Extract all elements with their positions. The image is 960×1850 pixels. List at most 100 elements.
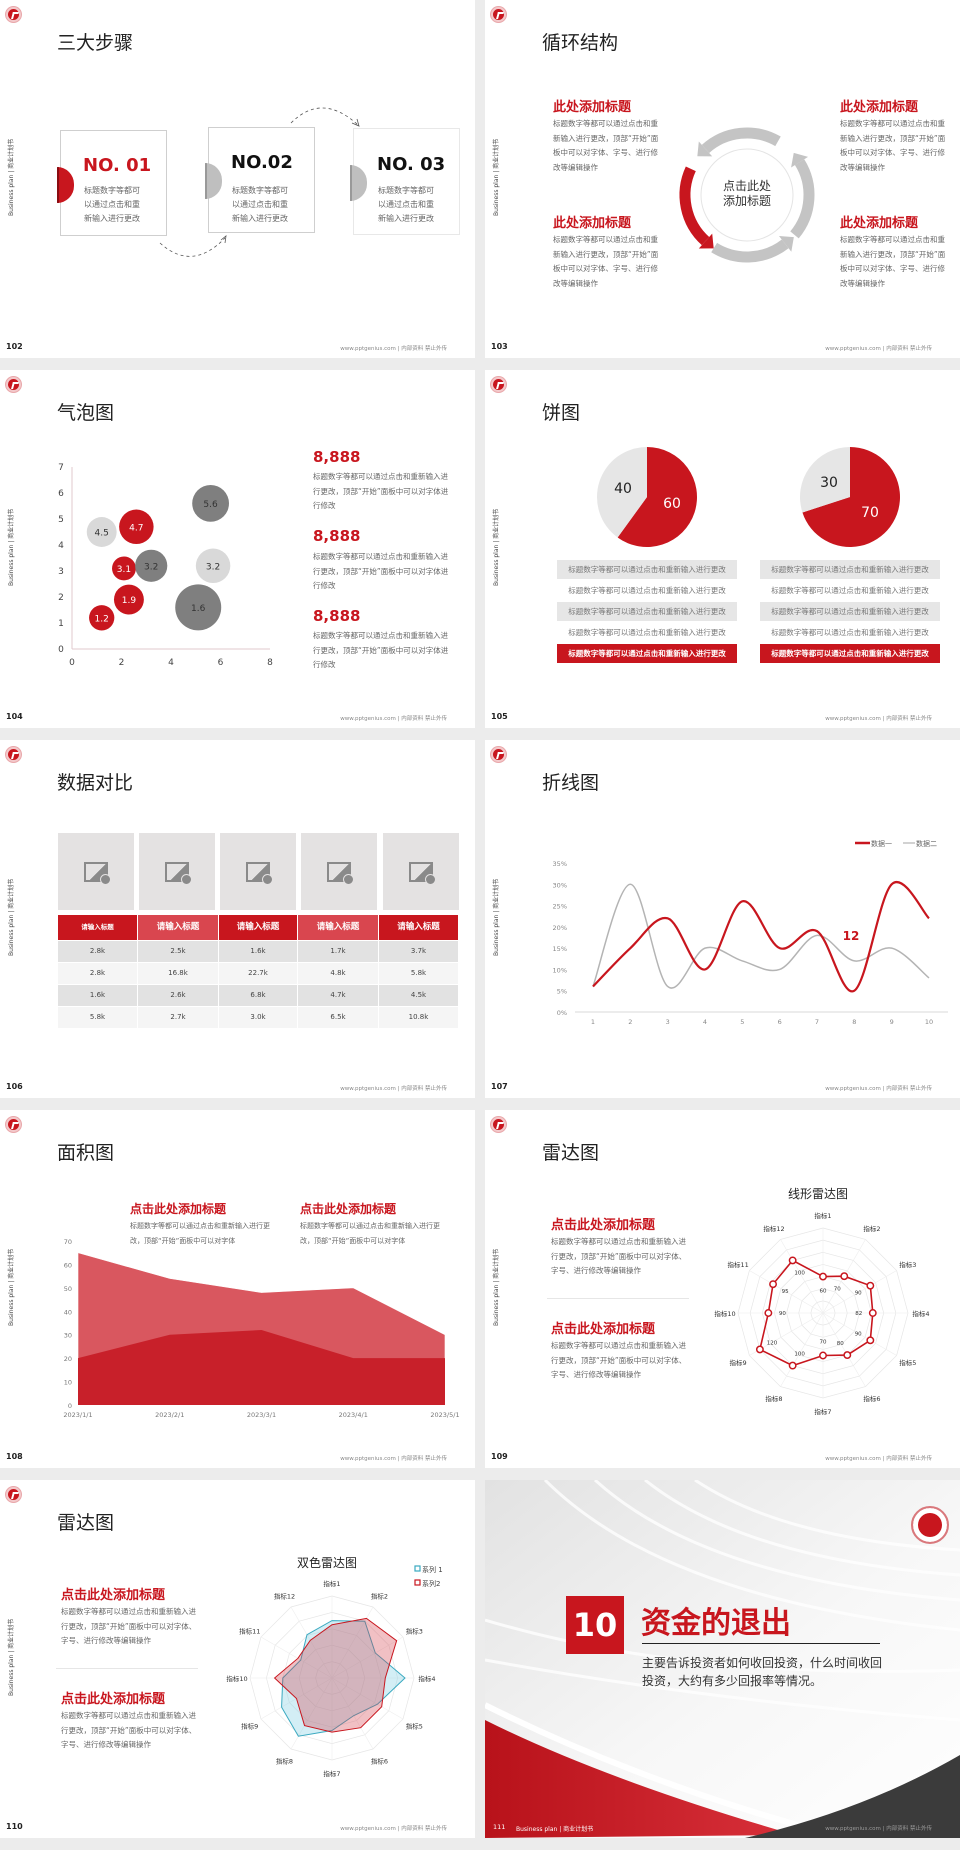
plus-badge-icon [262, 874, 273, 885]
x-tick-label: 1 [591, 1018, 595, 1026]
table-cell: 1.6k [58, 985, 137, 1006]
arrowhead-1 [220, 235, 227, 244]
slide-title: 循环结构 [542, 32, 619, 54]
block-title: 此处添加标题 [840, 100, 919, 115]
radar-series-1 [281, 1620, 406, 1737]
slide-102[interactable]: Business plan | 商业计划书 102 www.pptgenius.… [0, 0, 475, 358]
radar-axis [749, 1270, 824, 1314]
slide-103[interactable]: Business plan | 商业计划书 103 www.pptgenius.… [485, 0, 960, 358]
page-number: 109 [491, 1452, 508, 1461]
cycle-arrow-3 [711, 239, 789, 263]
y-tick-label: 6 [58, 489, 64, 499]
bubble [86, 517, 117, 547]
pie-label: 40 [614, 481, 632, 497]
image-placeholder[interactable] [383, 833, 459, 910]
radar-axis-label: 指标9 [241, 1722, 258, 1731]
image-placeholder[interactable] [139, 833, 215, 910]
plus-badge-icon [100, 874, 111, 885]
table-header: 请输入标题 [379, 915, 458, 940]
stat-value: 8,888 [313, 527, 361, 545]
block-body: 标题数字等都可以通过点击和重新输入进行更改，顶部“开始”面板中可以对字体、字号、… [553, 235, 659, 288]
step-card-2[interactable] [208, 127, 315, 233]
table-cell: 16.8k [138, 963, 218, 984]
x-tick-label: 2023/1/1 [63, 1411, 92, 1419]
logo-icon [491, 747, 506, 762]
radar-axis-label: 指标2 [863, 1224, 880, 1233]
section-number: 10 [566, 1596, 624, 1654]
arrowhead-icon [698, 233, 714, 249]
block-body: 标题数字等都可以通过点击和重新输入进行更改，顶部“开始”面板中可以对字体、字号、… [840, 235, 946, 288]
radar-axis-label: 指标5 [406, 1722, 423, 1731]
block-title: 此处添加标题 [840, 216, 919, 231]
table-cell: 3.0k [219, 1007, 297, 1028]
logo-icon [6, 7, 21, 22]
slide-110[interactable]: Business plan | 商业计划书 110 www.pptgenius.… [0, 1480, 475, 1838]
table-cell: 2.8k [58, 963, 137, 984]
text-row: 标题数字等都可以通过点击和重新输入进行更改 [568, 586, 726, 595]
y-tick-label: 40 [64, 1308, 72, 1316]
radar-point [788, 1256, 797, 1265]
image-placeholder[interactable] [58, 833, 134, 910]
footer-text: www.pptgenius.com | 内部资料 禁止外传 [340, 346, 447, 352]
y-tick-label: 0 [58, 645, 64, 655]
y-tick-label: 30% [553, 881, 567, 889]
step-card-3[interactable] [353, 128, 460, 235]
radar-value-label: 80 [837, 1341, 844, 1347]
y-tick-label: 20 [64, 1355, 72, 1363]
bubble-label: 1.6 [191, 604, 206, 614]
radar-axis [780, 1239, 824, 1314]
x-tick-label: 6 [218, 658, 224, 668]
arrowhead-icon [791, 152, 809, 168]
bubble-label: 3.2 [144, 562, 158, 572]
radar-axis-label: 指标11 [727, 1260, 748, 1269]
bubble [112, 556, 136, 581]
step-marker-3 [350, 165, 367, 201]
legend-swatch [414, 1565, 421, 1572]
slide-104[interactable]: Business plan | 商业计划书 104 www.pptgenius.… [0, 370, 475, 728]
slide-111[interactable]: 10 资金的退出 主要告诉投资者如何收回投资，什么时间收回投资，大约有多少回报率… [485, 1480, 960, 1838]
stat-body: 标题数字等都可以通过点击和重新输入进行更改，顶部“开始”面板中可以对字体进行修改 [313, 631, 449, 669]
data-label: 12 [843, 929, 860, 943]
radar-value-label: 70 [834, 1286, 841, 1292]
block-title: 点击此处添加标题 [300, 1202, 397, 1216]
arrowhead-icon [779, 235, 794, 252]
slide-title: 三大步骤 [57, 32, 134, 54]
page-number: 110 [6, 1822, 23, 1831]
divider [56, 1668, 198, 1669]
slide-107[interactable]: Business plan | 商业计划书 107 www.pptgenius.… [485, 740, 960, 1098]
cycle-arrow-1 [701, 127, 781, 154]
x-tick-label: 2023/3/1 [247, 1411, 276, 1419]
image-placeholder[interactable] [220, 833, 296, 910]
table-header: 请输入标题 [138, 915, 218, 940]
x-tick-label: 2023/5/1 [430, 1411, 459, 1419]
radar-axis-label: 指标4 [418, 1674, 435, 1683]
legend-label: 数据一 [871, 839, 892, 848]
radar-title: 双色雷达图 [297, 1556, 357, 1570]
dark-swoop [745, 1755, 960, 1838]
footer-text: www.pptgenius.com | 内部资料 禁止外传 [825, 716, 932, 722]
bubble [195, 548, 231, 584]
step-marker-1 [57, 167, 74, 203]
image-placeholder[interactable] [301, 833, 377, 910]
table-cell: 2.6k [138, 985, 218, 1006]
radar-point [769, 1280, 777, 1289]
pie-label: 30 [820, 475, 838, 491]
plus-badge-icon [343, 874, 354, 885]
radar-axis [822, 1312, 866, 1387]
step-card-1[interactable] [60, 130, 167, 236]
y-tick-label: 5% [557, 988, 567, 996]
radar-axis-label: 指标12 [763, 1224, 784, 1233]
x-tick-label: 2 [628, 1018, 632, 1026]
series-line-1 [592, 880, 930, 993]
slide-title: 饼图 [542, 402, 581, 424]
bubble-label: 5.6 [203, 500, 218, 510]
add-image-icon [246, 862, 273, 885]
slide-106[interactable]: Business plan | 商业计划书 106 www.pptgenius.… [0, 740, 475, 1098]
block-body: 标题数字等都可以通过点击和重新输入进行更改，顶部“开始”面板中可以对字体 [130, 1222, 270, 1245]
slide-105[interactable]: Business plan | 商业计划书 105 www.pptgenius.… [485, 370, 960, 728]
slide-108[interactable]: Business plan | 商业计划书 108 www.pptgenius.… [0, 1110, 475, 1468]
slide-109[interactable]: Business plan | 商业计划书 109 www.pptgenius.… [485, 1110, 960, 1468]
radar-axis [260, 1636, 333, 1679]
block-title: 点击此处添加标题 [130, 1202, 227, 1216]
block-body: 标题数字等都可以通过点击和重新输入进行更改，顶部“开始”面板中可以对字体、字号、… [61, 1711, 197, 1749]
